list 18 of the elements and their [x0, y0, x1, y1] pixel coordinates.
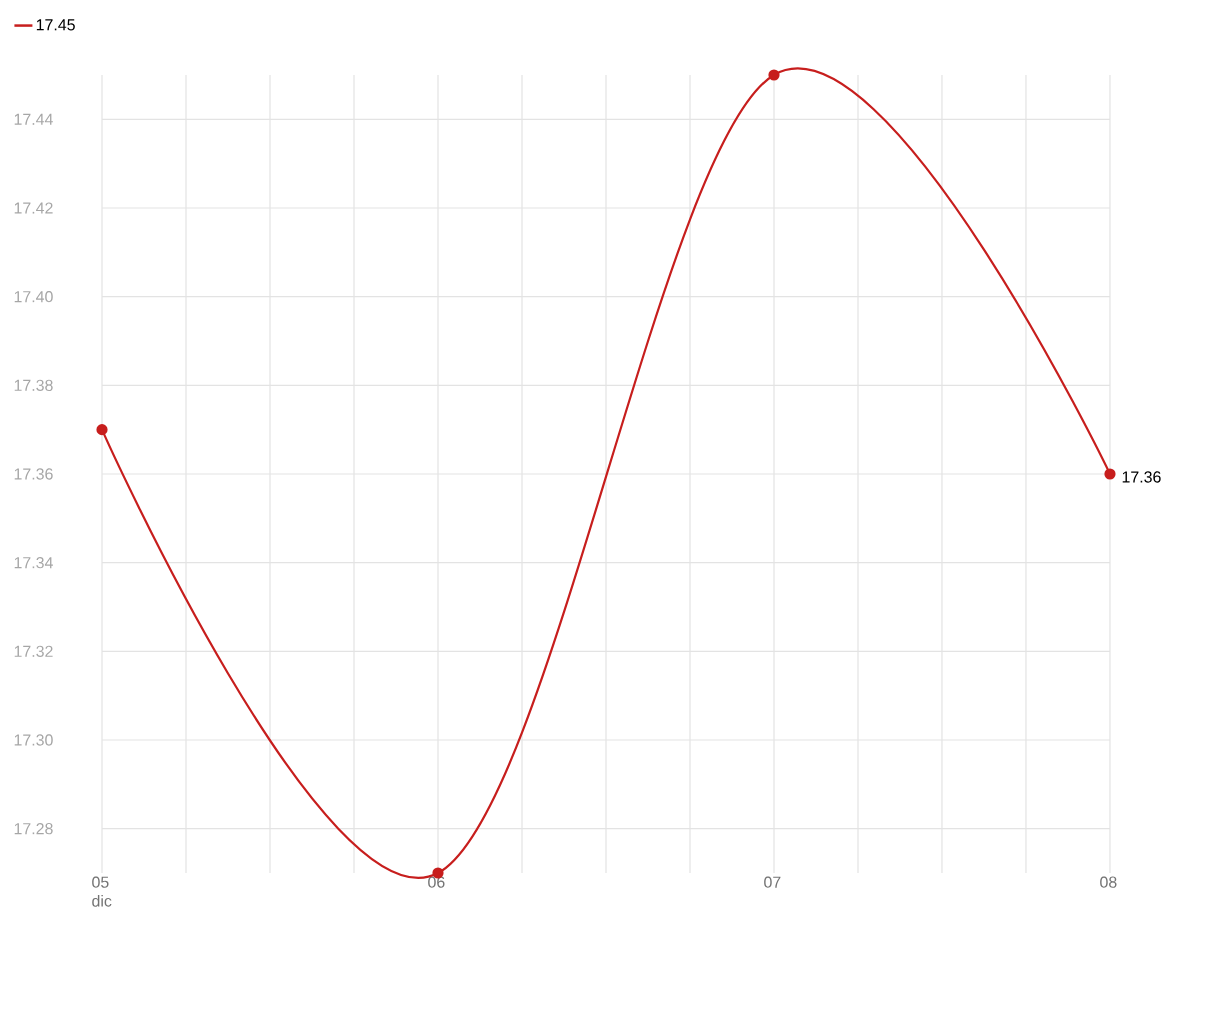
x-tick-label: 06 — [428, 876, 445, 888]
y-tick-label: 17.34 — [14, 557, 53, 569]
x-tick-label: 07 — [764, 876, 781, 888]
y-tick-label: 17.36 — [14, 468, 53, 480]
y-tick-label: 17.40 — [14, 291, 53, 303]
legend-label: 17.45 — [36, 19, 75, 31]
y-tick-label: 17.28 — [14, 823, 53, 835]
y-tick-label: 17.42 — [14, 202, 53, 214]
y-tick-label: 17.44 — [14, 113, 53, 125]
x-tick-label: 05 dic — [92, 876, 112, 907]
y-tick-label: 17.30 — [14, 734, 53, 746]
data-label: 17.36 — [1122, 471, 1161, 483]
point — [96, 424, 108, 436]
point — [1104, 468, 1116, 480]
x-tick-label: 08 — [1100, 876, 1117, 888]
y-tick-label: 17.38 — [14, 379, 53, 391]
y-tick-label: 17.32 — [14, 645, 53, 657]
point — [768, 69, 780, 81]
